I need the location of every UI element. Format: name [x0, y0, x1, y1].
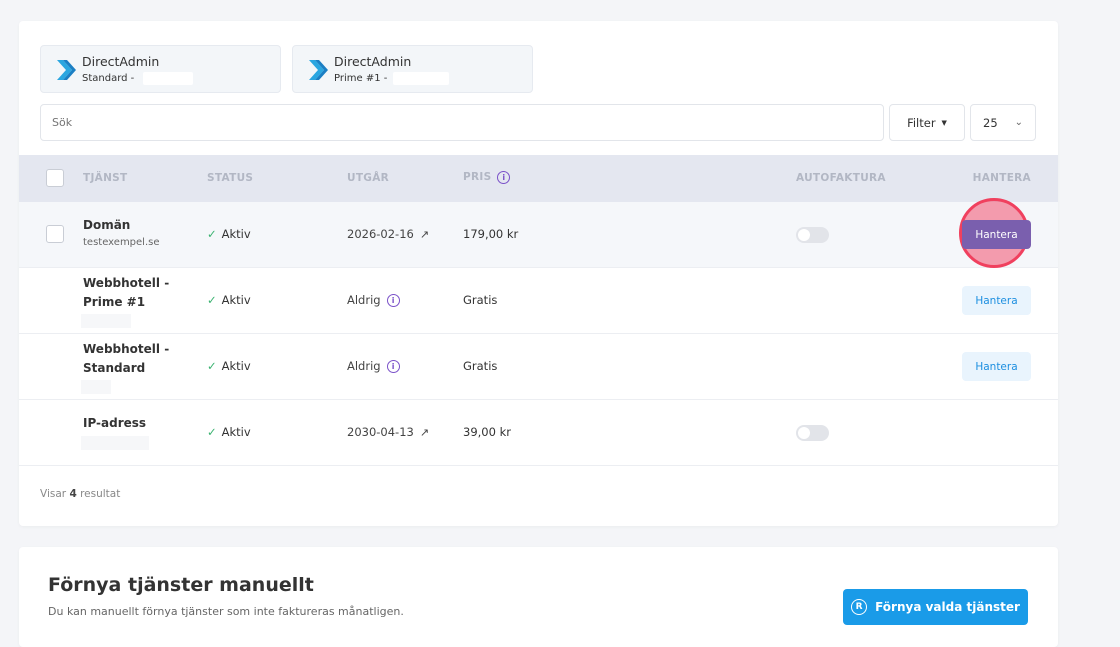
external-link-icon[interactable]: ↗	[419, 227, 430, 241]
price: 179,00 kr	[463, 227, 519, 241]
service-name: Webbhotell -	[83, 342, 170, 356]
info-icon[interactable]: i	[386, 359, 400, 373]
price: 39,00 kr	[463, 425, 511, 439]
redacted	[81, 436, 149, 450]
col-price: PRIS i	[463, 171, 511, 184]
service-name: Domän	[83, 218, 131, 232]
table-row: Webbhotell - Standard ✓ Aktiv Aldrig i Gra…	[19, 334, 1058, 400]
renew-selected-button[interactable]: R Förnya valda tjänster	[843, 589, 1028, 625]
results-prefix: Visar	[40, 488, 67, 500]
table-row: IP-adress ✓ Aktiv 2030-04-13 ↗ 39,00 kr	[19, 400, 1058, 466]
external-link-icon[interactable]: ↗	[419, 425, 430, 439]
info-icon[interactable]: i	[497, 171, 511, 184]
renew-description: Du kan manuellt förnya tjänster som inte…	[48, 605, 404, 618]
service-name-2: Standard	[83, 361, 146, 375]
service-name: IP-adress	[83, 416, 147, 430]
results-count: Visar 4 resultat	[40, 488, 120, 500]
caret-down-icon: ▼	[941, 118, 947, 127]
expires: Aldrig i	[347, 359, 400, 373]
redacted	[393, 72, 449, 85]
status: ✓ Aktiv	[207, 359, 251, 373]
expires-text: 2026-02-16	[347, 227, 414, 241]
results-number: 4	[69, 488, 77, 500]
status: ✓ Aktiv	[207, 227, 251, 241]
table-header: TJÄNST STATUS UTGÅR PRIS i AUTOFAKTURA HA…	[19, 155, 1058, 202]
redacted	[81, 380, 111, 394]
status-text: Aktiv	[221, 425, 251, 439]
expires: 2030-04-13 ↗	[347, 425, 429, 439]
services-card: DirectAdmin Standard - DirectAdmin Prime…	[19, 21, 1058, 526]
autoinvoice-toggle[interactable]	[796, 227, 829, 243]
expires: 2026-02-16 ↗	[347, 227, 429, 241]
table-row: Domän testexempel.se ✓ Aktiv 2026-02-16 ↗ …	[19, 198, 1058, 268]
redacted	[81, 314, 131, 328]
select-all-checkbox[interactable]	[46, 169, 64, 187]
col-autoinvoice: AUTOFAKTURA	[796, 172, 886, 184]
service-domain: testexempel.se	[83, 237, 160, 248]
renew-title: Förnya tjänster manuellt	[48, 574, 314, 596]
tab-title: DirectAdmin	[334, 54, 412, 69]
service-name: Webbhotell -	[83, 276, 170, 290]
col-expires: UTGÅR	[347, 172, 390, 184]
info-icon[interactable]: i	[386, 293, 400, 307]
renew-icon: R	[851, 599, 868, 615]
per-page-select[interactable]: 25 ⌄	[970, 104, 1036, 141]
manage-button[interactable]: Hantera	[962, 352, 1031, 381]
status: ✓ Aktiv	[207, 425, 251, 439]
filter-label: Filter	[907, 115, 936, 130]
check-circle-icon: ✓	[207, 425, 217, 439]
results-suffix: resultat	[80, 488, 121, 500]
manage-button[interactable]: Hantera	[962, 286, 1031, 315]
col-manage: HANTERA	[972, 172, 1031, 184]
expires: Aldrig i	[347, 293, 400, 307]
renew-card: Förnya tjänster manuellt Du kan manuellt…	[19, 547, 1058, 647]
redacted	[143, 72, 193, 85]
chevron-down-icon: ⌄	[1014, 117, 1023, 128]
tab-subtitle: Standard -	[82, 73, 135, 84]
row-checkbox[interactable]	[46, 225, 64, 243]
expires-text: Aldrig	[347, 359, 381, 373]
expires-text: Aldrig	[347, 293, 381, 307]
status-text: Aktiv	[221, 359, 251, 373]
check-circle-icon: ✓	[207, 359, 217, 373]
filter-button[interactable]: Filter ▼	[889, 104, 965, 141]
check-circle-icon: ✓	[207, 227, 217, 241]
per-page-value: 25	[983, 115, 998, 130]
status-text: Aktiv	[221, 293, 251, 307]
col-price-label: PRIS	[463, 171, 492, 183]
renew-button-label: Förnya valda tjänster	[875, 600, 1020, 614]
table-row: Webbhotell - Prime #1 ✓ Aktiv Aldrig i Gra…	[19, 268, 1058, 334]
col-service: TJÄNST	[83, 172, 128, 184]
manage-button[interactable]: Hantera	[962, 220, 1031, 249]
expires-text: 2030-04-13	[347, 425, 414, 439]
tab-subtitle: Prime #1 -	[334, 73, 388, 84]
autoinvoice-toggle[interactable]	[796, 425, 829, 441]
status: ✓ Aktiv	[207, 293, 251, 307]
tab-title: DirectAdmin	[82, 54, 160, 69]
tab-directadmin-prime[interactable]: DirectAdmin Prime #1 -	[292, 45, 533, 93]
status-text: Aktiv	[221, 227, 251, 241]
price: Gratis	[463, 293, 498, 307]
check-circle-icon: ✓	[207, 293, 217, 307]
service-name-2: Prime #1	[83, 295, 146, 309]
directadmin-logo-icon	[309, 60, 328, 80]
directadmin-logo-icon	[57, 60, 76, 80]
tab-directadmin-standard[interactable]: DirectAdmin Standard -	[40, 45, 281, 93]
col-status: STATUS	[207, 172, 254, 184]
search-input[interactable]	[40, 104, 884, 141]
price: Gratis	[463, 359, 498, 373]
